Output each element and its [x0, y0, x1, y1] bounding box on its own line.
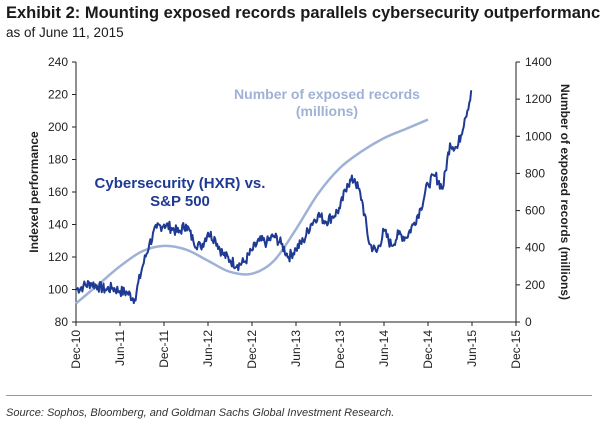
y-axis-label: Indexed performance	[27, 131, 41, 253]
axis-ticks: 240 220 200 180 160 140 120 100 80 1400 1200 1000 80…	[48, 55, 552, 369]
x-tick-label: Jun-11	[113, 330, 127, 366]
y-tick-label: 180	[48, 153, 68, 167]
y2-tick-label: 600	[525, 204, 545, 218]
x-tick-label: Dec-10	[69, 330, 83, 369]
x-tick-label: Dec-11	[157, 330, 171, 368]
y2-tick-label: 1200	[525, 92, 552, 106]
y-tick-label: 80	[55, 315, 69, 329]
x-tick-label: Jun-13	[289, 330, 303, 367]
series-line-exposed-records	[75, 118, 429, 305]
y2-tick-label: 200	[525, 278, 545, 292]
x-tick-label: Dec-15	[509, 330, 523, 369]
y-tick-label: 100	[48, 283, 68, 297]
y-tick-label: 120	[48, 250, 68, 264]
x-tick-label: Jun-12	[201, 330, 215, 367]
y-tick-label: 200	[48, 120, 68, 134]
annotation-records-label: Number of exposed records	[234, 86, 420, 102]
line-chart: 240 220 200 180 160 140 120 100 80 1400 1200 1000 80…	[27, 55, 572, 369]
y2-tick-label: 1000	[525, 129, 552, 143]
x-tick-label: Dec-14	[421, 330, 435, 369]
chart-annotations: Cybersecurity (HXR) vs.S&P 500 Number of …	[95, 86, 421, 210]
y-tick-label: 220	[48, 88, 68, 102]
chart-subtitle: as of June 11, 2015	[6, 25, 124, 40]
annotation-hxr-label: Cybersecurity (HXR) vs.	[95, 175, 266, 192]
chart-title: Exhibit 2: Mounting exposed records para…	[6, 4, 600, 22]
y2-tick-label: 1400	[525, 55, 552, 69]
x-tick-label: Dec-13	[333, 330, 347, 369]
source-note: Source: Sophos, Bloomberg, and Goldman S…	[6, 407, 395, 419]
y2-tick-label: 0	[525, 315, 532, 329]
annotation-hxr-label: S&P 500	[150, 193, 210, 210]
x-tick-label: Jun-15	[465, 330, 479, 367]
x-tick-label: Jun-14	[377, 330, 391, 367]
source-divider	[6, 395, 592, 396]
x-tick-label: Dec-12	[245, 330, 259, 369]
series-line-hxr	[75, 90, 473, 305]
y-tick-label: 160	[48, 185, 68, 199]
y-tick-label: 140	[48, 218, 68, 232]
y2-tick-label: 800	[525, 166, 545, 180]
y2-axis-label: Number of exposed records (millions)	[558, 84, 572, 300]
y2-tick-label: 400	[525, 241, 545, 255]
annotation-records-label: (millions)	[296, 103, 358, 119]
y-tick-label: 240	[48, 55, 68, 69]
series-lines	[75, 90, 473, 305]
